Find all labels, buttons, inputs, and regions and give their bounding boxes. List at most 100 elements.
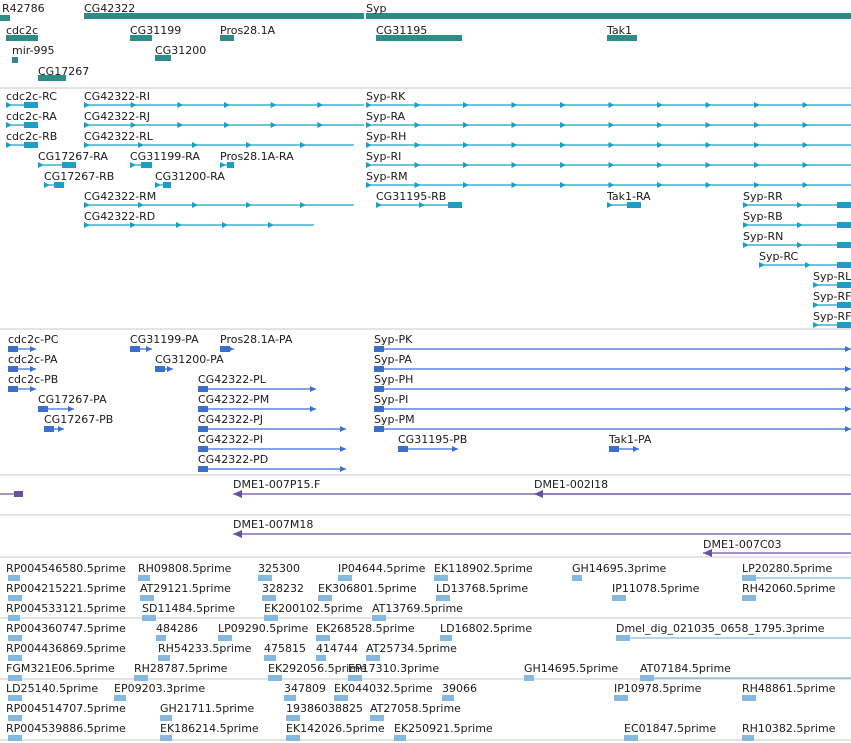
est-block[interactable] <box>262 595 276 601</box>
feature-syp-rk[interactable]: Syp-RK <box>366 90 851 108</box>
feature-at27058-5prime[interactable]: AT27058.5prime <box>370 702 461 721</box>
est-block[interactable] <box>8 695 22 701</box>
est-block[interactable] <box>8 715 22 721</box>
feature-syp-rf[interactable]: Syp-RF <box>813 290 851 308</box>
feature-pros28-1a-ra[interactable]: Pros28.1A-RA <box>220 150 294 168</box>
cds-block[interactable] <box>220 346 230 352</box>
est-block[interactable] <box>156 635 166 641</box>
feature-pros28-1a-pa[interactable]: Pros28.1A-PA <box>220 333 293 352</box>
feature-rp004436869-5prime[interactable]: RP004436869.5prime <box>6 642 126 661</box>
exon-block[interactable] <box>24 102 38 108</box>
cds-block[interactable] <box>198 466 208 472</box>
est-block[interactable] <box>158 655 170 661</box>
feature-syp-rr[interactable]: Syp-RR <box>743 190 851 208</box>
feature-cg42322-rl[interactable]: CG42322-RL <box>84 130 354 148</box>
feature-rh28787-5prime[interactable]: RH28787.5prime <box>134 662 228 681</box>
feature-cdc2c-rb[interactable]: cdc2c-RB <box>6 130 57 148</box>
cds-block[interactable] <box>609 446 619 452</box>
feature-cdc2c-pa[interactable]: cdc2c-PA <box>8 353 58 372</box>
est-block[interactable] <box>8 575 20 581</box>
cds-block[interactable] <box>198 426 208 432</box>
exon-block[interactable] <box>837 282 851 288</box>
feature-cg17267[interactable]: CG17267 <box>38 65 89 81</box>
est-block[interactable] <box>742 735 754 741</box>
gene-bar[interactable] <box>84 13 364 19</box>
est-block[interactable] <box>334 695 348 701</box>
feature-cg31199-ra[interactable]: CG31199-RA <box>130 150 200 168</box>
exon-block[interactable] <box>837 322 851 328</box>
exon-block[interactable] <box>163 182 171 188</box>
feature-484286[interactable]: 484286 <box>156 622 198 641</box>
feature-39066[interactable]: 39066 <box>442 682 477 701</box>
est-block[interactable] <box>8 615 20 621</box>
feature-cg42322[interactable]: CG42322 <box>84 2 364 19</box>
est-block[interactable] <box>616 635 630 641</box>
feature-syp-pk[interactable]: Syp-PK <box>374 333 851 352</box>
feature-ek200102-5prime[interactable]: EK200102.5prime <box>264 602 363 621</box>
est-block[interactable] <box>440 635 452 641</box>
est-block[interactable] <box>572 575 582 581</box>
feature-19386038825[interactable]: 19386038825 <box>286 702 363 721</box>
feature-ek306801-5prime[interactable]: EK306801.5prime <box>318 582 417 601</box>
feature-tak1-ra[interactable]: Tak1-RA <box>606 190 651 208</box>
est-block[interactable] <box>366 655 380 661</box>
gene-bar[interactable] <box>0 15 10 21</box>
clone-end-marker[interactable] <box>233 490 242 498</box>
cds-block[interactable] <box>8 346 18 352</box>
feature-ep17310-3prime[interactable]: EP17310.3prime <box>348 662 439 681</box>
feature-cg31199-pa[interactable]: CG31199-PA <box>130 333 199 352</box>
feature-rh54233-5prime[interactable]: RH54233.5prime <box>158 642 252 661</box>
feature-cg31200-pa[interactable]: CG31200-PA <box>155 353 224 372</box>
exon-block[interactable] <box>24 122 38 128</box>
cds-block[interactable] <box>374 346 384 352</box>
feature-mir-995[interactable]: mir-995 <box>12 44 55 63</box>
cds-block[interactable] <box>198 406 208 412</box>
feature-syp-rb[interactable]: Syp-RB <box>743 210 851 228</box>
feature-at07184-5prime[interactable]: AT07184.5prime <box>640 662 851 681</box>
feature-syp[interactable]: Syp <box>366 2 851 19</box>
exon-block[interactable] <box>54 182 64 188</box>
feature-cg42322-pl[interactable]: CG42322-PL <box>198 373 316 392</box>
est-block[interactable] <box>218 635 232 641</box>
est-block[interactable] <box>742 595 756 601</box>
cds-block[interactable] <box>130 346 140 352</box>
est-block[interactable] <box>640 675 654 681</box>
exon-block[interactable] <box>837 302 851 308</box>
gene-bar[interactable] <box>130 35 152 41</box>
feature-lp09290-5prime[interactable]: LP09290.5prime <box>218 622 309 641</box>
feature-lp20280-5prime[interactable]: LP20280.5prime <box>742 562 851 581</box>
feature-syp-pi[interactable]: Syp-PI <box>374 393 851 412</box>
feature-sd11484-5prime[interactable]: SD11484.5prime <box>142 602 235 621</box>
feature-cg17267-ra[interactable]: CG17267-RA <box>38 150 108 168</box>
feature-cdc2c-ra[interactable]: cdc2c-RA <box>6 110 57 128</box>
gene-bar[interactable] <box>12 57 18 63</box>
feature-rh48861-5prime[interactable]: RH48861.5prime <box>742 682 836 701</box>
est-block[interactable] <box>140 595 154 601</box>
feature-syp-ri[interactable]: Syp-RI <box>366 150 851 168</box>
feature-syp-rh[interactable]: Syp-RH <box>366 130 851 148</box>
feature-ip11078-5prime[interactable]: IP11078.5prime <box>612 582 700 601</box>
feature-syp-rc[interactable]: Syp-RC <box>759 250 851 268</box>
feature-cg42322-pj[interactable]: CG42322-PJ <box>198 413 346 432</box>
feature-328232[interactable]: 328232 <box>262 582 304 601</box>
est-block[interactable] <box>264 655 276 661</box>
feature-cg42322-rj[interactable]: CG42322-RJ <box>84 110 364 128</box>
clone-fragment-marker[interactable] <box>14 491 23 497</box>
feature-dme1-007c03[interactable]: DME1-007C03 <box>703 538 851 557</box>
est-block[interactable] <box>338 575 352 581</box>
feature-cg31195-rb[interactable]: CG31195-RB <box>376 190 462 208</box>
cds-block[interactable] <box>38 406 48 412</box>
feature-rh10382-5prime[interactable]: RH10382.5prime <box>742 722 836 741</box>
feature-ip04644-5prime[interactable]: IP04644.5prime <box>338 562 426 581</box>
feature-dme1-002i18[interactable]: DME1-002I18 <box>534 478 851 498</box>
est-block[interactable] <box>372 615 386 621</box>
est-block[interactable] <box>8 655 22 661</box>
feature-ip10978-5prime[interactable]: IP10978.5prime <box>614 682 702 701</box>
feature-syp-rf[interactable]: Syp-RF <box>813 310 851 328</box>
cds-block[interactable] <box>398 446 408 452</box>
exon-block[interactable] <box>141 162 152 168</box>
feature-347809[interactable]: 347809 <box>284 682 326 701</box>
feature-cg42322-pi[interactable]: CG42322-PI <box>198 433 346 452</box>
exon-block[interactable] <box>837 222 851 228</box>
gene-bar[interactable] <box>38 75 66 81</box>
